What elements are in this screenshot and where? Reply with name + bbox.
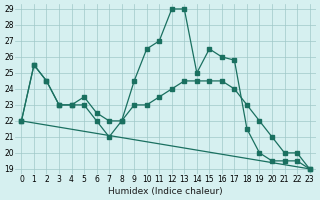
X-axis label: Humidex (Indice chaleur): Humidex (Indice chaleur) (108, 187, 223, 196)
